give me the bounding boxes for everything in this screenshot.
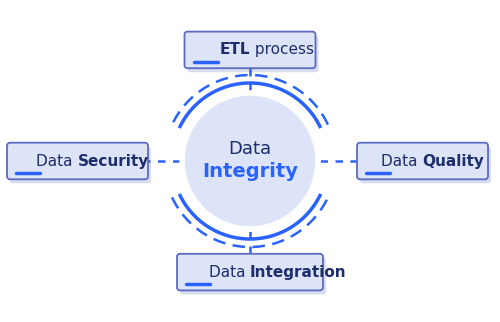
FancyBboxPatch shape bbox=[360, 147, 491, 183]
FancyBboxPatch shape bbox=[188, 36, 318, 72]
FancyBboxPatch shape bbox=[180, 258, 326, 294]
Text: Integration: Integration bbox=[250, 265, 346, 279]
Text: process: process bbox=[250, 43, 314, 57]
Text: Data: Data bbox=[381, 154, 422, 168]
Text: Data: Data bbox=[208, 265, 250, 279]
FancyBboxPatch shape bbox=[10, 147, 151, 183]
Text: Integrity: Integrity bbox=[202, 162, 298, 181]
Text: Quality: Quality bbox=[422, 154, 484, 168]
FancyBboxPatch shape bbox=[177, 254, 323, 290]
FancyBboxPatch shape bbox=[7, 143, 148, 179]
Text: Security: Security bbox=[78, 154, 149, 168]
Text: ETL: ETL bbox=[220, 43, 250, 57]
Circle shape bbox=[182, 93, 318, 229]
Text: Data: Data bbox=[228, 140, 272, 158]
FancyBboxPatch shape bbox=[357, 143, 488, 179]
Text: Data: Data bbox=[36, 154, 78, 168]
FancyBboxPatch shape bbox=[184, 32, 316, 68]
